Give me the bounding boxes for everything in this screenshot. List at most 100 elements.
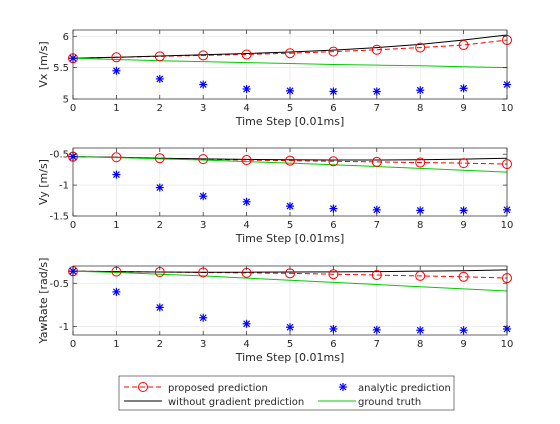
point-proposed-prediction: [198, 154, 209, 165]
x-tick-label: 9: [460, 103, 466, 114]
point-proposed-prediction: [458, 158, 469, 169]
x-tick-label: 5: [287, 339, 293, 350]
point-analytic-prediction: [112, 287, 121, 296]
point-analytic-prediction: [329, 204, 338, 213]
x-tick-label: 10: [501, 103, 514, 114]
y-tick-label: -1: [59, 181, 69, 192]
point-proposed-prediction: [415, 270, 426, 281]
point-analytic-prediction: [242, 319, 251, 328]
point-proposed-prediction: [111, 152, 122, 163]
x-tick-label: 1: [113, 339, 119, 350]
point-proposed-prediction: [415, 42, 426, 53]
legend-label-proposed: proposed prediction: [168, 383, 268, 394]
x-tick-label: 7: [374, 103, 380, 114]
point-analytic-prediction: [155, 183, 164, 192]
point-analytic-prediction: [199, 313, 208, 322]
point-analytic-prediction: [286, 86, 294, 95]
x-tick-label: 0: [70, 103, 76, 114]
x-tick-label: 6: [330, 339, 336, 350]
y-axis-label: Vy [m/s]: [37, 159, 50, 205]
point-proposed-prediction: [371, 270, 382, 281]
y-tick-label: 6: [63, 32, 69, 43]
legend-entry-ground-truth: ground truth: [318, 397, 421, 408]
legend-marker-proposed: [138, 382, 148, 392]
y-tick-label: -1.5: [49, 212, 69, 223]
point-proposed-prediction: [154, 153, 165, 164]
point-analytic-prediction: [112, 66, 121, 75]
legend: proposed prediction analytic prediction …: [118, 375, 455, 411]
series-line-ground-truth: [73, 57, 507, 69]
point-analytic-prediction: [242, 197, 251, 206]
x-tick-label: 0: [70, 220, 76, 231]
x-tick-label: 8: [417, 339, 423, 350]
legend-label-analytic: analytic prediction: [358, 383, 451, 394]
y-tick-label: 5.5: [53, 63, 69, 74]
point-analytic-prediction: [372, 87, 381, 96]
x-axis-label: Time Step [0.01ms]: [235, 351, 344, 364]
series-line-ground-truth: [73, 270, 507, 292]
point-proposed-prediction: [328, 156, 339, 167]
y-tick-label: -0.5: [49, 150, 69, 161]
point-analytic-prediction: [459, 84, 468, 93]
x-tick-label: 5: [287, 220, 293, 231]
x-tick-label: 9: [460, 339, 466, 350]
point-proposed-prediction: [415, 157, 426, 168]
point-proposed-prediction: [328, 46, 339, 57]
x-axis-label: Time Step [0.01ms]: [235, 232, 344, 245]
point-proposed-prediction: [371, 44, 382, 55]
series-line-without-gradient-prediction: [73, 34, 507, 59]
x-tick-label: 3: [200, 103, 206, 114]
x-tick-label: 4: [243, 103, 249, 114]
x-tick-label: 3: [200, 339, 206, 350]
point-analytic-prediction: [112, 170, 121, 179]
point-analytic-prediction: [329, 87, 338, 96]
x-tick-label: 1: [113, 220, 119, 231]
point-analytic-prediction: [199, 192, 208, 201]
point-analytic-prediction: [459, 326, 468, 335]
x-tick-label: 7: [374, 220, 380, 231]
y-tick-label: 5: [63, 95, 69, 106]
x-tick-label: 6: [330, 220, 336, 231]
series-line-ground-truth: [73, 156, 507, 173]
legend-label-ground-truth: ground truth: [358, 397, 421, 408]
subplot-3: 0 1 2 3 4 5 6 7 8 9 10 -1 -0.5 Time Step [0.01ms] YawR…: [37, 258, 513, 364]
x-tick-label: 5: [287, 103, 293, 114]
x-axis-label: Time Step [0.01ms]: [235, 115, 344, 128]
point-proposed-prediction: [285, 155, 295, 166]
legend-label-without-gradient: without gradient prediction: [168, 397, 304, 408]
legend-marker-analytic: [339, 383, 347, 391]
point-analytic-prediction: [155, 303, 164, 312]
point-proposed-prediction: [111, 52, 122, 63]
x-tick-label: 4: [243, 339, 249, 350]
x-tick-label: 2: [157, 103, 163, 114]
point-analytic-prediction: [155, 74, 164, 83]
point-analytic-prediction: [286, 202, 294, 211]
point-proposed-prediction: [371, 156, 382, 167]
x-tick-label: 9: [460, 220, 466, 231]
point-analytic-prediction: [416, 86, 425, 95]
x-tick-label: 2: [157, 339, 163, 350]
x-tick-label: 6: [330, 103, 336, 114]
x-tick-label: 1: [113, 103, 119, 114]
legend-box: [118, 375, 455, 411]
y-axis-label: Vx [m/s]: [37, 41, 50, 87]
legend-entry-proposed: proposed prediction: [124, 382, 268, 394]
point-proposed-prediction: [458, 271, 469, 282]
x-tick-label: 10: [501, 339, 514, 350]
point-analytic-prediction: [286, 323, 294, 332]
subplot-2: 0 1 2 3 4 5 6 7 8 9 10 -1.5 -1 -0.5 Time Step [0.01ms]…: [37, 147, 513, 245]
series-line-without-gradient-prediction: [73, 269, 507, 273]
point-analytic-prediction: [242, 84, 251, 93]
legend-entry-without-gradient: without gradient prediction: [124, 397, 304, 408]
point-proposed-prediction: [285, 48, 295, 59]
y-axis-label: YawRate [rad/s]: [37, 258, 50, 345]
x-tick-label: 4: [243, 220, 249, 231]
point-proposed-prediction: [458, 40, 469, 51]
x-tick-label: 2: [157, 220, 163, 231]
series-line-without-gradient-prediction: [73, 156, 507, 161]
point-analytic-prediction: [199, 80, 208, 89]
point-proposed-prediction: [241, 49, 252, 60]
